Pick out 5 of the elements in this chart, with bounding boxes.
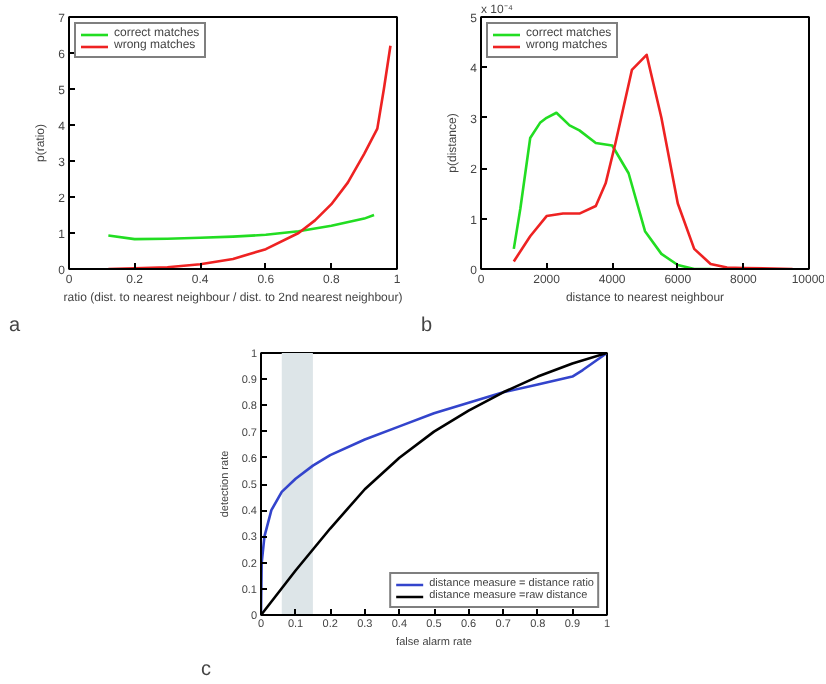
text: c [201, 659, 211, 681]
line-series [261, 353, 607, 615]
text: b [421, 315, 433, 337]
line-series [107, 213, 376, 241]
text: a [9, 315, 21, 337]
